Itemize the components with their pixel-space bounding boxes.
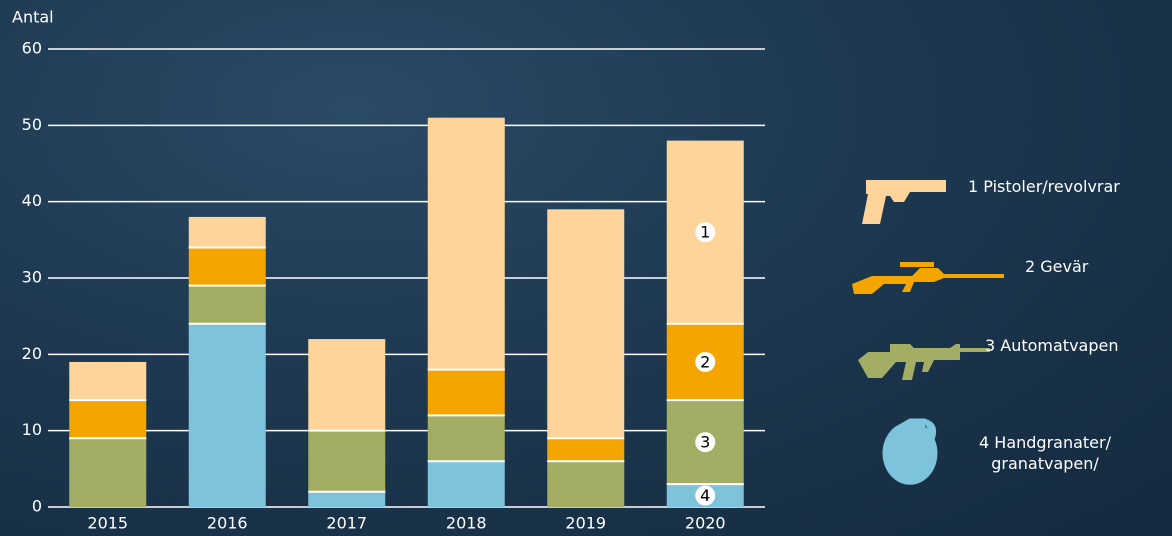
bar-segment (188, 323, 266, 507)
y-tick-label: 40 (22, 191, 42, 210)
legend-label: 2 Gevär (1025, 257, 1089, 276)
x-tick-label: 2018 (446, 514, 487, 533)
bar-segment (188, 216, 266, 248)
y-tick-label: 60 (22, 39, 42, 58)
bar-segment (547, 209, 625, 439)
legend-label: 1 Pistoler/revolvrar (968, 177, 1120, 196)
y-axis-label: Antal (12, 8, 54, 27)
legend-label: 3 Automatvapen (985, 336, 1119, 355)
segment-marker (695, 485, 716, 506)
bar-segment (308, 430, 386, 492)
y-tick-label: 50 (22, 115, 42, 134)
y-tick-label: 10 (22, 420, 42, 439)
rifle-icon (852, 262, 1004, 294)
bar-segment (427, 117, 505, 370)
grenade-icon (882, 418, 938, 485)
y-tick-label: 0 (32, 497, 42, 516)
bar-segment (69, 400, 147, 439)
bar-segment (188, 247, 266, 286)
segment-marker-label: 4 (700, 486, 710, 505)
x-tick-label: 2020 (685, 514, 726, 533)
bar-segment (308, 339, 386, 431)
bar-segment (69, 438, 147, 507)
x-tick-label: 2016 (207, 514, 248, 533)
segment-marker (695, 351, 716, 372)
bar-segment (547, 461, 625, 507)
segment-marker (695, 432, 716, 453)
segment-marker-label: 1 (700, 223, 710, 242)
icons (852, 180, 1004, 485)
bar-segment (427, 415, 505, 462)
bar-segment (547, 438, 625, 462)
bar-segment (69, 361, 147, 401)
x-tick-label: 2017 (326, 514, 367, 533)
bar-segment (308, 491, 386, 507)
automatic-rifle-icon (858, 344, 990, 380)
segment-marker (695, 222, 716, 243)
pistol-icon (862, 180, 946, 224)
bar-segment (188, 285, 266, 324)
segment-marker-label: 2 (700, 352, 710, 371)
legend-label: 4 Handgranater/ granatvapen/ (979, 433, 1111, 473)
y-tick-label: 20 (22, 344, 42, 363)
x-tick-label: 2015 (87, 514, 128, 533)
y-tick-label: 30 (22, 268, 42, 287)
x-tick-label: 2019 (565, 514, 606, 533)
segment-marker-label: 3 (700, 433, 710, 452)
bar-segment (427, 461, 505, 507)
bar-segment (427, 369, 505, 416)
